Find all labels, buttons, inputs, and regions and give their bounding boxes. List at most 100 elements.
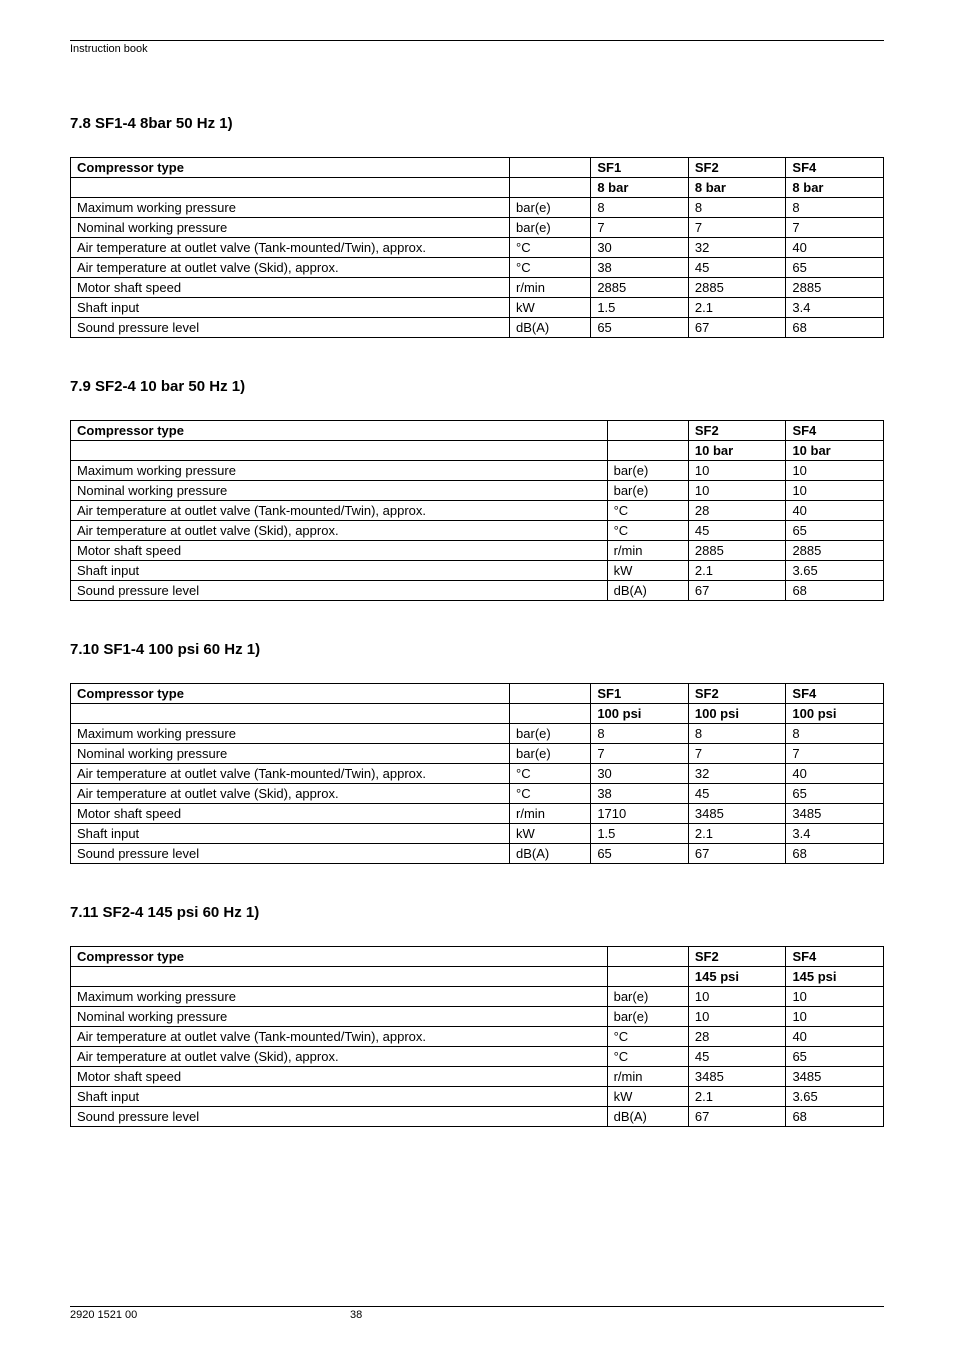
table-subheader-cell bbox=[510, 704, 591, 724]
table-cell: 45 bbox=[688, 521, 786, 541]
table-cell: bar(e) bbox=[510, 198, 591, 218]
table-cell: °C bbox=[607, 501, 688, 521]
table-row: Air temperature at outlet valve (Skid), … bbox=[71, 521, 884, 541]
table-row: Shaft inputkW2.13.65 bbox=[71, 561, 884, 581]
table-row: Shaft inputkW1.52.13.4 bbox=[71, 298, 884, 318]
table-cell: dB(A) bbox=[510, 844, 591, 864]
table-subheader-cell: 145 psi bbox=[688, 967, 786, 987]
table-subheader-cell bbox=[71, 441, 608, 461]
table-cell: 1.5 bbox=[591, 298, 689, 318]
table-header-cell: SF2 bbox=[688, 947, 786, 967]
table-cell: 1.5 bbox=[591, 824, 689, 844]
table-subheader-cell bbox=[71, 704, 510, 724]
table-cell: 10 bbox=[688, 481, 786, 501]
table-cell: kW bbox=[510, 298, 591, 318]
table-subheader-cell bbox=[510, 178, 591, 198]
table-subheader-cell: 145 psi bbox=[786, 967, 884, 987]
table-row: Air temperature at outlet valve (Tank-mo… bbox=[71, 238, 884, 258]
table-header-cell bbox=[607, 947, 688, 967]
spec-table: Compressor typeSF1SF2SF4100 psi100 psi10… bbox=[70, 683, 884, 864]
table-cell: °C bbox=[510, 764, 591, 784]
table-cell: kW bbox=[607, 561, 688, 581]
table-cell: Nominal working pressure bbox=[71, 744, 510, 764]
table-cell: 3.4 bbox=[786, 298, 884, 318]
section-title: 7.10 SF1-4 100 psi 60 Hz 1) bbox=[70, 641, 884, 658]
table-cell: 7 bbox=[688, 218, 786, 238]
table-cell: °C bbox=[510, 238, 591, 258]
table-cell: 30 bbox=[591, 238, 689, 258]
table-row: Sound pressure leveldB(A)656768 bbox=[71, 844, 884, 864]
table-row: Air temperature at outlet valve (Tank-mo… bbox=[71, 764, 884, 784]
table-cell: 1710 bbox=[591, 804, 689, 824]
footer-divider bbox=[70, 1306, 884, 1307]
table-cell: Air temperature at outlet valve (Tank-mo… bbox=[71, 1027, 608, 1047]
table-cell: 3485 bbox=[786, 804, 884, 824]
spec-table: Compressor typeSF1SF2SF48 bar8 bar8 barM… bbox=[70, 157, 884, 338]
header-title: Instruction book bbox=[70, 43, 884, 55]
table-row: Sound pressure leveldB(A)6768 bbox=[71, 581, 884, 601]
table-cell: 10 bbox=[688, 461, 786, 481]
table-cell: Sound pressure level bbox=[71, 318, 510, 338]
table-subheader-cell bbox=[607, 441, 688, 461]
table-cell: Air temperature at outlet valve (Skid), … bbox=[71, 258, 510, 278]
table-subheader-cell: 100 psi bbox=[688, 704, 786, 724]
table-cell: 65 bbox=[786, 784, 884, 804]
table-subheader-cell bbox=[71, 967, 608, 987]
table-cell: 8 bbox=[688, 724, 786, 744]
table-cell: Nominal working pressure bbox=[71, 218, 510, 238]
table-cell: 40 bbox=[786, 764, 884, 784]
table-cell: 40 bbox=[786, 1027, 884, 1047]
table-header-cell bbox=[510, 684, 591, 704]
table-cell: 3485 bbox=[688, 1067, 786, 1087]
table-cell: 3.4 bbox=[786, 824, 884, 844]
table-row: Nominal working pressurebar(e)1010 bbox=[71, 481, 884, 501]
table-cell: 10 bbox=[786, 987, 884, 1007]
table-subheader-cell: 8 bar bbox=[688, 178, 786, 198]
table-cell: Maximum working pressure bbox=[71, 461, 608, 481]
table-cell: bar(e) bbox=[607, 1007, 688, 1027]
footer-doc-number: 2920 1521 00 bbox=[70, 1309, 350, 1321]
table-cell: 28 bbox=[688, 501, 786, 521]
table-cell: dB(A) bbox=[607, 581, 688, 601]
table-cell: °C bbox=[607, 1047, 688, 1067]
table-header-cell: SF2 bbox=[688, 684, 786, 704]
table-row: Maximum working pressurebar(e)888 bbox=[71, 198, 884, 218]
table-cell: 45 bbox=[688, 784, 786, 804]
table-cell: 2885 bbox=[591, 278, 689, 298]
table-header-cell: SF4 bbox=[786, 684, 884, 704]
table-subheader-cell bbox=[71, 178, 510, 198]
table-cell: 3.65 bbox=[786, 1087, 884, 1107]
table-cell: 65 bbox=[786, 258, 884, 278]
table-cell: Motor shaft speed bbox=[71, 541, 608, 561]
table-cell: 8 bbox=[591, 724, 689, 744]
table-row: Motor shaft speedr/min28852885 bbox=[71, 541, 884, 561]
table-cell: 7 bbox=[591, 744, 689, 764]
footer: 2920 1521 00 38 bbox=[70, 1306, 884, 1321]
table-cell: 3485 bbox=[786, 1067, 884, 1087]
table-cell: 45 bbox=[688, 1047, 786, 1067]
table-cell: r/min bbox=[510, 278, 591, 298]
table-header-cell: Compressor type bbox=[71, 947, 608, 967]
table-header-cell: SF4 bbox=[786, 947, 884, 967]
table-subheader-cell: 8 bar bbox=[786, 178, 884, 198]
table-subheader-cell: 10 bar bbox=[688, 441, 786, 461]
table-cell: 65 bbox=[591, 844, 689, 864]
table-cell: Nominal working pressure bbox=[71, 481, 608, 501]
table-row: Sound pressure leveldB(A)6768 bbox=[71, 1107, 884, 1127]
table-cell: bar(e) bbox=[510, 218, 591, 238]
table-cell: bar(e) bbox=[510, 724, 591, 744]
table-row: Motor shaft speedr/min171034853485 bbox=[71, 804, 884, 824]
table-cell: bar(e) bbox=[607, 987, 688, 1007]
table-row: Motor shaft speedr/min34853485 bbox=[71, 1067, 884, 1087]
table-row: Air temperature at outlet valve (Skid), … bbox=[71, 784, 884, 804]
table-header-cell: SF2 bbox=[688, 158, 786, 178]
table-cell: Maximum working pressure bbox=[71, 724, 510, 744]
table-cell: dB(A) bbox=[607, 1107, 688, 1127]
table-cell: Sound pressure level bbox=[71, 1107, 608, 1127]
table-cell: Sound pressure level bbox=[71, 844, 510, 864]
table-cell: 68 bbox=[786, 581, 884, 601]
table-cell: Nominal working pressure bbox=[71, 1007, 608, 1027]
table-cell: 38 bbox=[591, 258, 689, 278]
table-cell: Air temperature at outlet valve (Skid), … bbox=[71, 784, 510, 804]
table-row: Sound pressure leveldB(A)656768 bbox=[71, 318, 884, 338]
